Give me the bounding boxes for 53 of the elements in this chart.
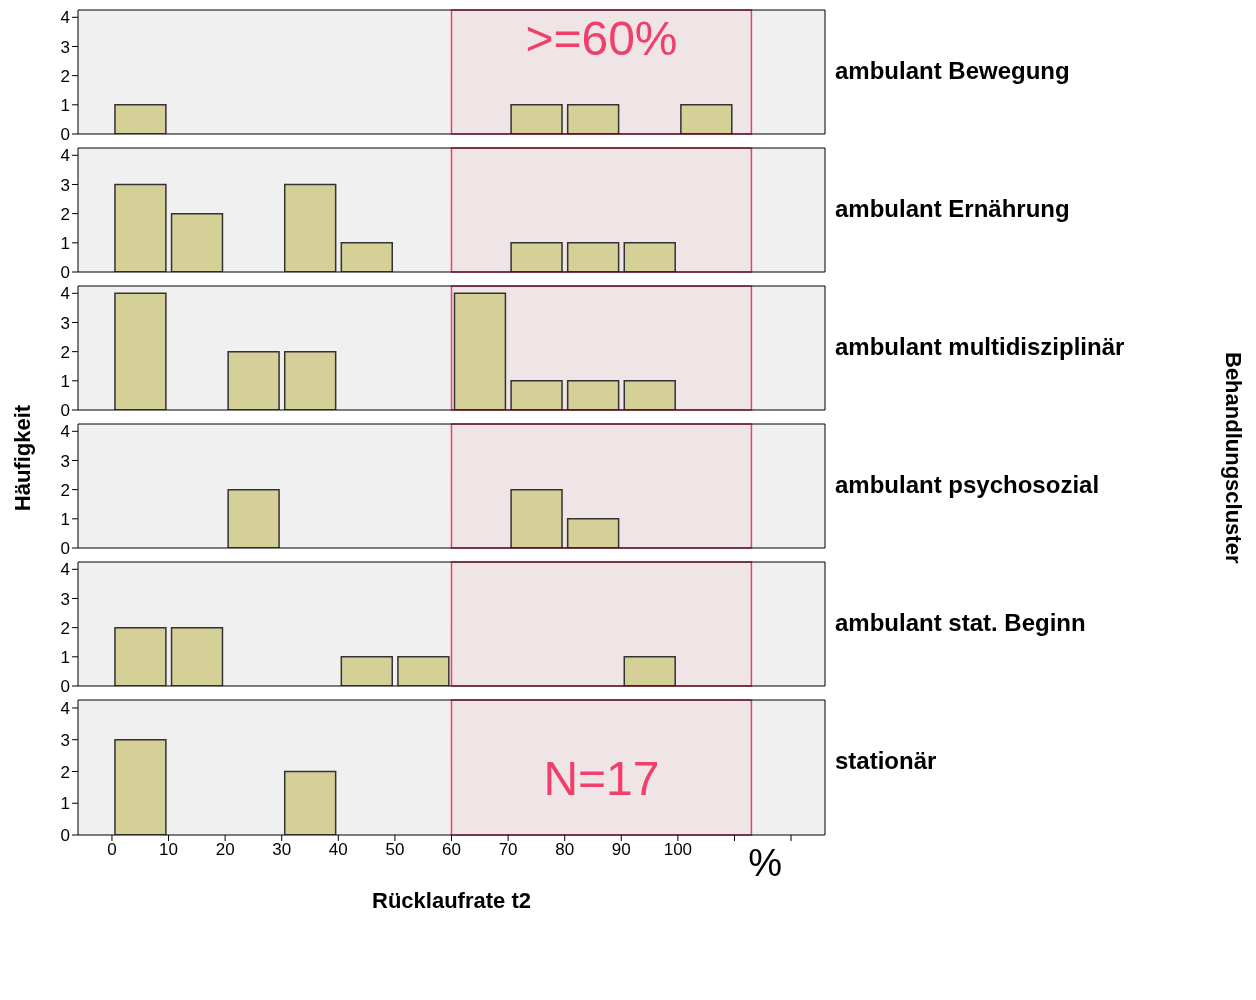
y-tick-label: 3 xyxy=(60,37,70,57)
y-tick-label: 4 xyxy=(60,284,70,304)
y-tick-label: 0 xyxy=(60,677,70,697)
y-tick-label: 0 xyxy=(60,826,70,846)
text: ambulant Bewegung xyxy=(834,56,1070,86)
y-tick-label: 0 xyxy=(60,125,70,145)
band-label: >=60% xyxy=(525,12,678,66)
text: ambulant Ernährung xyxy=(834,194,1070,224)
x-tick-label: 70 xyxy=(498,840,518,860)
y-tick-label: 1 xyxy=(60,371,70,391)
y-tick-label: 2 xyxy=(60,480,70,500)
y-tick-label: 3 xyxy=(60,451,70,471)
y-tick-label: 1 xyxy=(60,233,70,253)
text: ambulant psychosozial xyxy=(834,470,1100,500)
y-tick-label: 3 xyxy=(60,589,70,609)
text: ambulant multidisziplinär xyxy=(834,332,1125,362)
text: % xyxy=(744,842,787,885)
x-tick-label: 50 xyxy=(385,840,405,860)
x-tick-label: 100 xyxy=(663,840,693,860)
y-tick-label: 2 xyxy=(60,762,70,782)
y-tick-label: 3 xyxy=(60,730,70,750)
y-tick-label: 1 xyxy=(60,794,70,814)
y-tick-label: 2 xyxy=(60,204,70,224)
y-tick-label: 2 xyxy=(60,618,70,638)
x-tick-label: 90 xyxy=(611,840,631,860)
x-axis-title: Rücklaufrate t2 xyxy=(371,888,532,914)
y2-axis-title: Behandlungscluster xyxy=(1220,352,1246,564)
x-tick-label: 60 xyxy=(442,840,461,860)
y-tick-label: 4 xyxy=(60,146,70,166)
text: stationär xyxy=(834,746,937,776)
y-tick-label: 1 xyxy=(60,647,70,667)
y-tick-label: 2 xyxy=(60,342,70,362)
y-tick-label: 4 xyxy=(60,698,70,718)
y-tick-label: 3 xyxy=(60,175,70,195)
x-tick-label: 10 xyxy=(159,840,179,860)
y-tick-label: 1 xyxy=(60,509,70,529)
y-tick-label: 0 xyxy=(60,401,70,421)
y-tick-label: 4 xyxy=(60,560,70,580)
x-tick-label: 0 xyxy=(107,840,117,860)
y-tick-label: 4 xyxy=(60,8,70,28)
text: ambulant stat. Beginn xyxy=(834,608,1086,638)
y-tick-label: 4 xyxy=(60,422,70,442)
y-tick-label: 0 xyxy=(60,539,70,559)
x-tick-label: 40 xyxy=(328,840,348,860)
y-tick-label: 3 xyxy=(60,313,70,333)
x-tick-label: 20 xyxy=(215,840,235,860)
band-label: N=17 xyxy=(543,751,660,805)
y-axis-title: Häufigkeit xyxy=(10,404,36,512)
x-tick-label: 30 xyxy=(272,840,292,860)
y-tick-label: 0 xyxy=(60,263,70,283)
x-tick-label: 80 xyxy=(555,840,575,860)
y-tick-label: 2 xyxy=(60,66,70,86)
y-tick-label: 1 xyxy=(60,95,70,115)
